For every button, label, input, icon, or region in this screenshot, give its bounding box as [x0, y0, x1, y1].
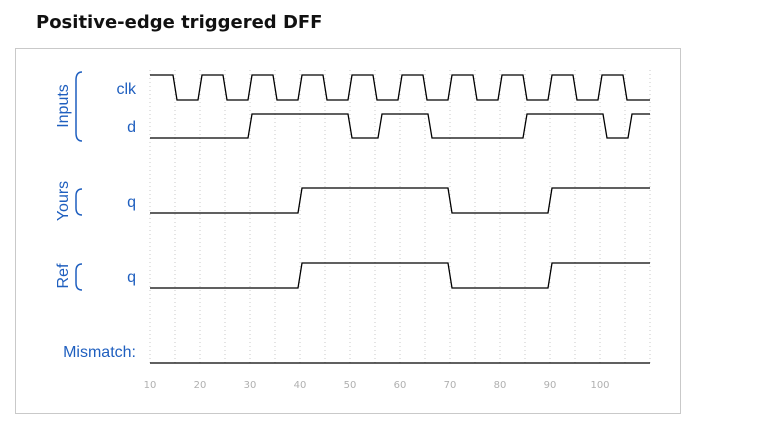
waveform-panel: [15, 48, 681, 414]
tick-label-60: 60: [394, 380, 407, 391]
waveform-clk: [150, 74, 650, 101]
waveform-q-ref: [150, 262, 650, 289]
signal-label-q-ref: q: [127, 269, 136, 286]
mismatch-label: Mismatch:: [63, 344, 136, 361]
tick-label-10: 10: [144, 380, 157, 391]
waveform-d: [150, 113, 650, 139]
tick-label-100: 100: [590, 380, 609, 391]
group-label-ref: Ref: [55, 263, 72, 288]
waveform-q-yours: [150, 187, 650, 214]
tick-label-20: 20: [194, 380, 207, 391]
group-bracket-ref: [75, 263, 83, 291]
group-bracket-yours: [75, 188, 83, 216]
signal-label-q-yours: q: [127, 194, 136, 211]
tick-label-30: 30: [244, 380, 257, 391]
tick-label-90: 90: [544, 380, 557, 391]
page-title: Positive-edge triggered DFF: [36, 12, 323, 33]
signal-label-clk: clk: [116, 81, 137, 98]
tick-label-40: 40: [294, 380, 307, 391]
tick-label-50: 50: [344, 380, 357, 391]
signal-label-d: d: [127, 119, 136, 136]
group-label-yours: Yours: [55, 181, 72, 221]
group-bracket-inputs: [75, 71, 83, 142]
group-label-inputs: Inputs: [55, 84, 72, 128]
tick-label-70: 70: [444, 380, 457, 391]
tick-label-80: 80: [494, 380, 507, 391]
